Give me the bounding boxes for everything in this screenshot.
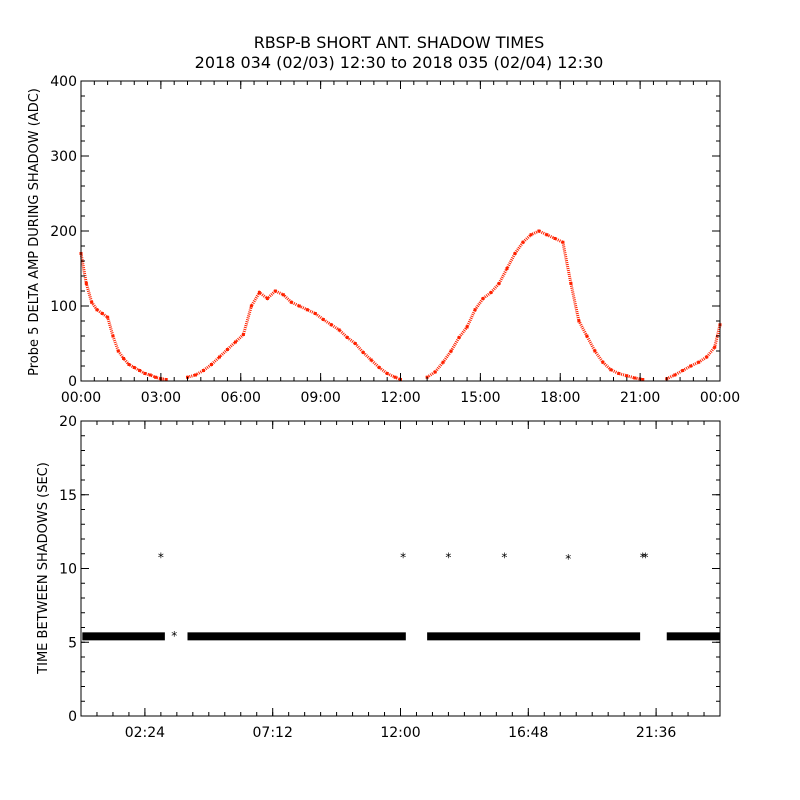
bottom-panel: *** * * * ** 02:24 07:12 12:00 16:48 21:36051015…	[36, 414, 721, 741]
probe5-point	[241, 333, 245, 336]
probe5-point	[111, 334, 115, 338]
isolated-star-point: *	[158, 551, 164, 565]
plot-frame	[80, 420, 721, 717]
probe5-point	[95, 308, 99, 312]
probe5-point	[513, 252, 517, 255]
probe5-point	[361, 351, 365, 354]
isolated-star-point: *	[642, 551, 648, 565]
probe5-point	[481, 297, 485, 300]
isolated-star-point: *	[565, 552, 571, 566]
x-tick-label: 09:00	[300, 390, 340, 406]
baseline-star-band	[187, 632, 406, 641]
figure-title-line1: RBSP-B SHORT ANT. SHADOW TIMES	[254, 33, 545, 52]
y-tick-label: 0	[68, 374, 77, 390]
isolated-star-point: *	[640, 551, 646, 565]
x-tick-label: 00:00	[61, 390, 101, 406]
probe5-point	[585, 334, 589, 338]
probe5-point	[689, 364, 693, 368]
x-tick-label: 06:00	[221, 390, 261, 406]
probe5-point	[345, 336, 349, 339]
figure-title-line2: 2018 034 (02/03) 12:30 to 2018 035 (02/0…	[195, 53, 604, 72]
probe5-point	[100, 312, 104, 315]
probe5-point	[697, 360, 701, 364]
bottom-plot-points: *** * * * **	[82, 551, 720, 643]
probe5-point	[353, 342, 357, 345]
y-tick-label: 300	[50, 149, 77, 165]
x-tick-label: 07:12	[253, 725, 293, 741]
probe5-point	[138, 369, 142, 372]
x-tick-label: 02:24	[125, 725, 165, 741]
isolated-star-point: *	[501, 551, 507, 565]
y-tick-label: 5	[68, 635, 77, 651]
x-tick-label: 03:00	[141, 390, 181, 406]
y-tick-label: 0	[68, 709, 77, 725]
probe5-point	[601, 360, 605, 364]
top-y-axis-label: Probe 5 DELTA AMP DURING SHADOW (ADC)	[27, 88, 42, 376]
x-tick-label: 00:00	[700, 390, 740, 406]
probe5-point	[457, 336, 461, 339]
top-plot-points	[79, 229, 722, 381]
probe5-point	[313, 312, 317, 315]
y-tick-label: 20	[59, 414, 77, 430]
y-tick-label: 100	[50, 299, 77, 315]
probe5-point	[561, 240, 565, 244]
y-tick-label: 10	[59, 562, 77, 578]
probe5-point	[449, 349, 453, 353]
isolated-star-point: *	[445, 551, 451, 565]
probe5-point	[289, 300, 293, 304]
probe5-trace	[79, 253, 167, 381]
baseline-star-band	[82, 632, 165, 641]
x-tick-label: 21:36	[636, 725, 676, 741]
probe5-point	[90, 300, 94, 304]
baseline-star-band	[666, 632, 720, 641]
probe5-trace	[187, 289, 402, 381]
top-panel: 00:00 03:00 06:00 09:00 12:00 15:00 18:00 21:00…	[27, 74, 740, 406]
x-tick-label: 16:48	[508, 725, 548, 741]
probe5-point	[385, 372, 389, 375]
x-tick-label: 15:00	[460, 390, 500, 406]
probe5-trace	[666, 324, 722, 381]
probe5-point	[273, 289, 277, 293]
probe5-point	[681, 369, 685, 372]
y-tick-label: 400	[50, 74, 77, 90]
probe5-point	[164, 378, 168, 381]
probe5-point	[569, 282, 573, 285]
probe5-point	[116, 349, 120, 353]
probe5-point	[489, 291, 493, 294]
top-axes: 00:00 03:00 06:00 09:00 12:00 15:00 18:00 21:00…	[50, 74, 740, 406]
probe5-point	[433, 370, 437, 374]
probe5-point	[521, 240, 525, 244]
y-tick-label: 200	[50, 224, 77, 240]
probe5-trace	[426, 229, 644, 381]
probe5-point	[201, 369, 205, 372]
x-tick-label: 18:00	[540, 390, 580, 406]
probe5-point	[497, 282, 501, 285]
probe5-point	[617, 372, 621, 375]
probe5-point	[329, 323, 333, 327]
probe5-point	[537, 229, 541, 233]
probe5-point	[473, 308, 477, 312]
probe5-point	[625, 374, 629, 378]
y-tick-label: 15	[59, 488, 77, 504]
bottom-y-axis-label: TIME BETWEEN SHADOWS (SEC)	[36, 462, 51, 675]
plot-frame	[80, 80, 721, 382]
isolated-star-point: *	[171, 629, 177, 643]
probe5-point	[143, 372, 147, 375]
baseline-star-band	[427, 632, 641, 641]
probe5-point	[705, 355, 709, 359]
probe5-point	[321, 318, 325, 321]
x-tick-label: 12:00	[380, 390, 420, 406]
probe5-point	[377, 366, 381, 369]
x-tick-label: 12:00	[380, 725, 420, 741]
bottom-axes: 02:24 07:12 12:00 16:48 21:36 0 5 10 15 20	[59, 414, 721, 741]
probe5-point	[209, 363, 213, 366]
isolated-star-point: *	[400, 551, 406, 565]
x-tick-label: 21:00	[620, 390, 660, 406]
probe5-point	[225, 348, 229, 351]
